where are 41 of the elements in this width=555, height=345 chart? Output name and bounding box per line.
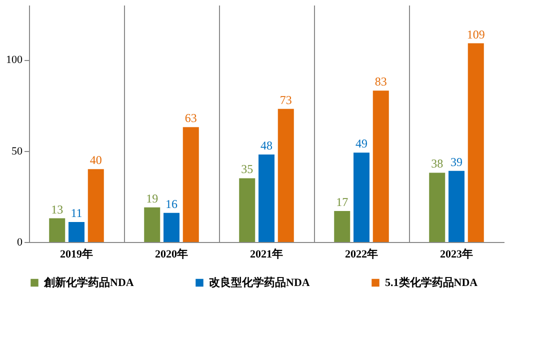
data-label: 109	[466, 27, 485, 42]
bar	[278, 108, 294, 242]
bar	[334, 211, 350, 242]
data-label: 16	[166, 196, 178, 211]
y-tick-label: 50	[12, 145, 23, 158]
legend-label: 5.1类化学药品NDA	[385, 276, 478, 289]
data-label: 38	[431, 156, 444, 171]
data-label: 11	[70, 206, 82, 220]
bar	[88, 169, 104, 242]
data-label: 49	[356, 136, 368, 151]
bar	[354, 152, 370, 242]
data-label: 13	[51, 202, 64, 216]
x-tick-label: 2023年	[440, 248, 473, 260]
bar	[49, 218, 66, 242]
data-label: 40	[90, 153, 102, 168]
bar	[144, 207, 160, 242]
bar	[448, 170, 464, 242]
data-label: 83	[374, 74, 387, 89]
data-label: 19	[146, 191, 158, 206]
x-tick-label: 2020年	[155, 248, 188, 260]
bar	[182, 127, 199, 242]
data-label: 73	[280, 92, 292, 107]
y-tick-label: 100	[6, 54, 23, 66]
bar	[258, 154, 274, 242]
bar	[429, 172, 446, 242]
data-label: 63	[184, 111, 197, 126]
data-label: 35	[241, 162, 254, 176]
bar	[164, 212, 180, 242]
legend-label: 改良型化学药品NDA	[209, 276, 310, 289]
bar	[372, 90, 389, 242]
bar	[239, 178, 256, 242]
data-label: 48	[260, 138, 272, 152]
bar	[468, 43, 484, 242]
x-tick-label: 2021年	[250, 248, 283, 260]
legend-label: 創新化学药品NDA	[43, 276, 134, 289]
y-tick-label: 0	[17, 236, 23, 248]
data-label: 39	[450, 154, 462, 169]
data-label: 17	[336, 195, 348, 210]
x-tick-label: 2022年	[345, 248, 378, 260]
x-tick-label: 2019年	[60, 248, 93, 260]
bar	[68, 222, 84, 242]
